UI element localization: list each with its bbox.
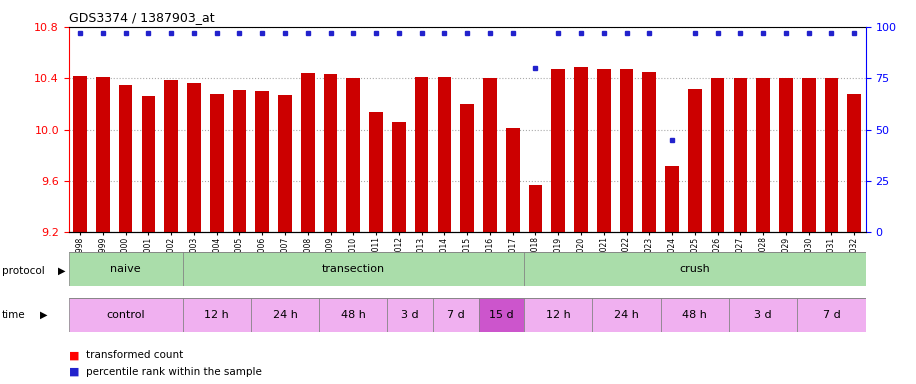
Text: naive: naive (110, 264, 141, 274)
Text: 15 d: 15 d (489, 310, 514, 320)
Bar (415, 77, 429, 232)
Text: ▶: ▶ (58, 266, 65, 276)
Bar (96, 77, 110, 232)
Bar (757, 78, 770, 232)
Bar (251, 298, 319, 332)
Bar (529, 185, 542, 232)
Text: GDS3374 / 1387903_at: GDS3374 / 1387903_at (69, 11, 214, 24)
Bar (660, 298, 729, 332)
Bar (824, 78, 838, 232)
Bar (711, 78, 725, 232)
Bar (483, 78, 496, 232)
Bar (461, 104, 474, 232)
Text: time: time (2, 310, 26, 320)
Text: control: control (106, 310, 145, 320)
Bar (620, 69, 633, 232)
Text: crush: crush (680, 264, 710, 274)
Bar (392, 122, 406, 232)
Text: 48 h: 48 h (682, 310, 707, 320)
Bar (256, 91, 269, 232)
Bar (478, 298, 524, 332)
Text: 12 h: 12 h (204, 310, 229, 320)
Bar (506, 128, 519, 232)
Bar (119, 84, 133, 232)
Bar (734, 78, 747, 232)
Bar (797, 298, 866, 332)
Bar (847, 94, 861, 232)
Bar (438, 77, 452, 232)
Bar (69, 298, 182, 332)
Bar (780, 78, 792, 232)
Bar (433, 298, 478, 332)
Text: ▶: ▶ (40, 310, 48, 320)
Bar (164, 79, 178, 232)
Text: 3 d: 3 d (401, 310, 419, 320)
Text: 48 h: 48 h (341, 310, 365, 320)
Bar (369, 112, 383, 232)
Text: percentile rank within the sample: percentile rank within the sample (86, 367, 262, 377)
Bar (593, 298, 660, 332)
Text: protocol: protocol (2, 266, 45, 276)
Bar (182, 252, 524, 286)
Bar (524, 252, 866, 286)
Bar (187, 83, 201, 232)
Bar (551, 69, 565, 232)
Bar (597, 69, 611, 232)
Bar (69, 252, 182, 286)
Text: 24 h: 24 h (614, 310, 639, 320)
Bar (278, 95, 292, 232)
Bar (574, 67, 588, 232)
Text: 7 d: 7 d (447, 310, 464, 320)
Bar (802, 78, 815, 232)
Text: 7 d: 7 d (823, 310, 840, 320)
Bar (73, 76, 87, 232)
Bar (210, 94, 224, 232)
Bar (319, 298, 387, 332)
Bar (233, 90, 246, 232)
Bar (301, 73, 314, 232)
Text: transformed count: transformed count (86, 350, 183, 360)
Bar (346, 78, 360, 232)
Bar (323, 74, 337, 232)
Bar (642, 72, 656, 232)
Text: 24 h: 24 h (273, 310, 298, 320)
Bar (142, 96, 155, 232)
Text: 3 d: 3 d (755, 310, 772, 320)
Text: 12 h: 12 h (546, 310, 571, 320)
Text: transection: transection (322, 264, 385, 274)
Bar (729, 298, 797, 332)
Text: ■: ■ (69, 367, 79, 377)
Bar (387, 298, 433, 332)
Text: ■: ■ (69, 350, 79, 360)
Bar (524, 298, 593, 332)
Bar (688, 88, 702, 232)
Bar (182, 298, 251, 332)
Bar (665, 166, 679, 232)
